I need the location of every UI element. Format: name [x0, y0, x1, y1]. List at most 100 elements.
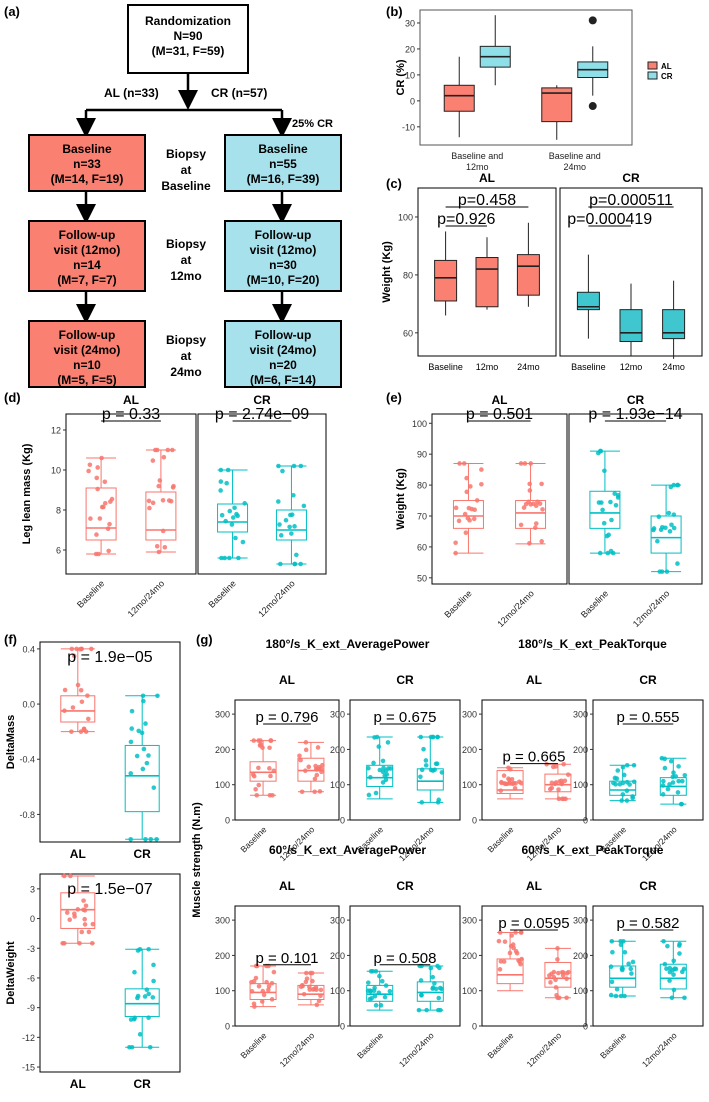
d-CR-0-point — [224, 480, 229, 486]
cr-24-l4: (M=6, F=14) — [249, 373, 317, 387]
panel-label-b: (b) — [386, 4, 403, 19]
biopsy-12mo: Biopsy at 12mo — [150, 236, 222, 284]
g-y-7-tick-label: 0 — [583, 1022, 588, 1032]
e-CR-0-point — [615, 492, 621, 498]
e-AL-0-point — [453, 505, 459, 511]
g-6-0-point — [509, 933, 514, 938]
g-1-0-point — [388, 766, 393, 771]
g-7-0-point — [608, 964, 614, 969]
e-AL-1-point — [532, 525, 538, 531]
e-CR-0-point — [604, 533, 610, 539]
g-2-1-point — [556, 796, 562, 802]
cr-base-l3: (M=16, F=39) — [246, 172, 320, 186]
g-3-1-point — [671, 770, 676, 775]
g-6-0-point — [497, 930, 503, 935]
g-7-0-point — [630, 959, 636, 965]
g-y-2-tick-label: 300 — [462, 710, 477, 720]
f2-y-tick-label: -9 — [27, 1003, 35, 1013]
d-CR-0-point — [232, 505, 237, 511]
g-y-3-tick-label: 200 — [573, 745, 588, 755]
g-6-0-point — [518, 930, 524, 935]
f1-box-1-point — [141, 746, 147, 752]
f2-box-1-box — [124, 988, 160, 1018]
g-5-0-point — [370, 968, 375, 974]
g-4-0-point — [271, 969, 277, 975]
g-7-0-point — [618, 942, 624, 948]
c-cat-cr: 12mo — [620, 362, 643, 372]
c-CR-2-box — [662, 309, 686, 340]
e-CR-0-point — [612, 491, 618, 496]
g-y-6-tick-label: 200 — [462, 951, 477, 961]
b-y-tick-label: 30 — [405, 18, 415, 28]
c-cat-cr: 24mo — [662, 362, 685, 372]
d-CR-1-point — [276, 463, 281, 469]
g-5-0-point — [373, 968, 379, 974]
g-y-2-tick-label: 0 — [472, 816, 477, 826]
c-AL-2-box — [516, 254, 540, 296]
f2-box-0-point — [86, 929, 92, 935]
f2-box-1-point — [150, 995, 156, 1000]
g-1-1-point — [434, 761, 440, 767]
f2-box-0-point — [67, 917, 73, 922]
biopsy-12-l1: Biopsy — [165, 237, 206, 251]
f2-box-0-point — [81, 898, 86, 903]
f2-pvalue: p = 1.5e−07 — [67, 881, 153, 898]
g-5-0-point — [365, 980, 371, 985]
g-7-0-point — [626, 961, 631, 967]
e-AL-0-box — [452, 500, 484, 529]
g-0-1-point — [320, 762, 325, 768]
g-1-1-point — [436, 797, 442, 803]
g-p-6-text: p = 0.0595 — [498, 915, 569, 932]
f1-box-0-point — [62, 687, 68, 693]
c-CR-1-box — [619, 309, 643, 343]
d-AL-1-point — [170, 447, 175, 453]
e-CR-0-point — [600, 507, 605, 513]
g-y-6-tick-label: 0 — [472, 1022, 477, 1032]
g-1-0-point — [382, 773, 388, 779]
f1-pvalue: p = 1.9e−05 — [67, 649, 153, 666]
f1-cat: CR — [134, 847, 152, 861]
panel-label-f: (f) — [4, 632, 17, 647]
g-3-0-point — [611, 780, 616, 786]
g-0-1-point — [314, 772, 320, 778]
d-CR-1-point — [289, 512, 295, 517]
al-24-l4: (M=5, F=5) — [57, 373, 117, 387]
e-AL-1-point — [539, 539, 545, 544]
d-CR-0-point — [242, 501, 248, 506]
d-AL-1-point — [150, 500, 156, 506]
g-4-0-point — [259, 999, 265, 1004]
d-AL-0-point — [97, 516, 103, 521]
g-cat-2: Baseline — [485, 824, 515, 854]
g-3-1-point — [667, 782, 672, 787]
g-1-1-point — [421, 746, 426, 752]
e-CR-1-box — [650, 515, 682, 554]
g-3-0-point — [631, 762, 637, 768]
f2-y-tick-label: 0 — [30, 914, 35, 924]
f2-ylabel: DeltaWeight — [5, 941, 17, 1005]
g-6-1-point — [553, 985, 559, 990]
f1-box-1-point — [154, 836, 159, 842]
d-AL-0-box — [85, 487, 117, 541]
e-CR-0-point — [601, 520, 607, 526]
e-CR-1-point — [657, 569, 663, 574]
e-AL-1-point — [533, 503, 539, 509]
g-7-1-point — [661, 938, 666, 944]
g-7-0-point — [618, 938, 623, 944]
al-24mo-box: Follow-up visit (24mo) n=10 (M=5, F=5) — [28, 320, 146, 388]
d-CR-0-point — [223, 518, 228, 524]
d-CR-1-point — [277, 522, 282, 527]
g-7-1-point — [682, 995, 687, 1001]
f2-box-0-point — [61, 873, 67, 879]
cr-12-l3: n=30 — [269, 258, 297, 272]
g-0-0-box — [249, 761, 277, 782]
f1-y-tick-label: -0.4 — [19, 755, 35, 765]
e-CR-0-point — [609, 517, 614, 523]
g-cat-4: 12mo/24mo — [278, 1030, 317, 1069]
d-AL-1-point — [171, 483, 176, 489]
g-0-1-point — [316, 766, 322, 772]
g-0-0-point — [258, 742, 263, 747]
e-AL-1-point — [527, 541, 532, 546]
g-7-0-point — [622, 949, 628, 955]
rand-line2: N=90 — [173, 29, 203, 43]
d-AL-0-point — [105, 526, 111, 531]
